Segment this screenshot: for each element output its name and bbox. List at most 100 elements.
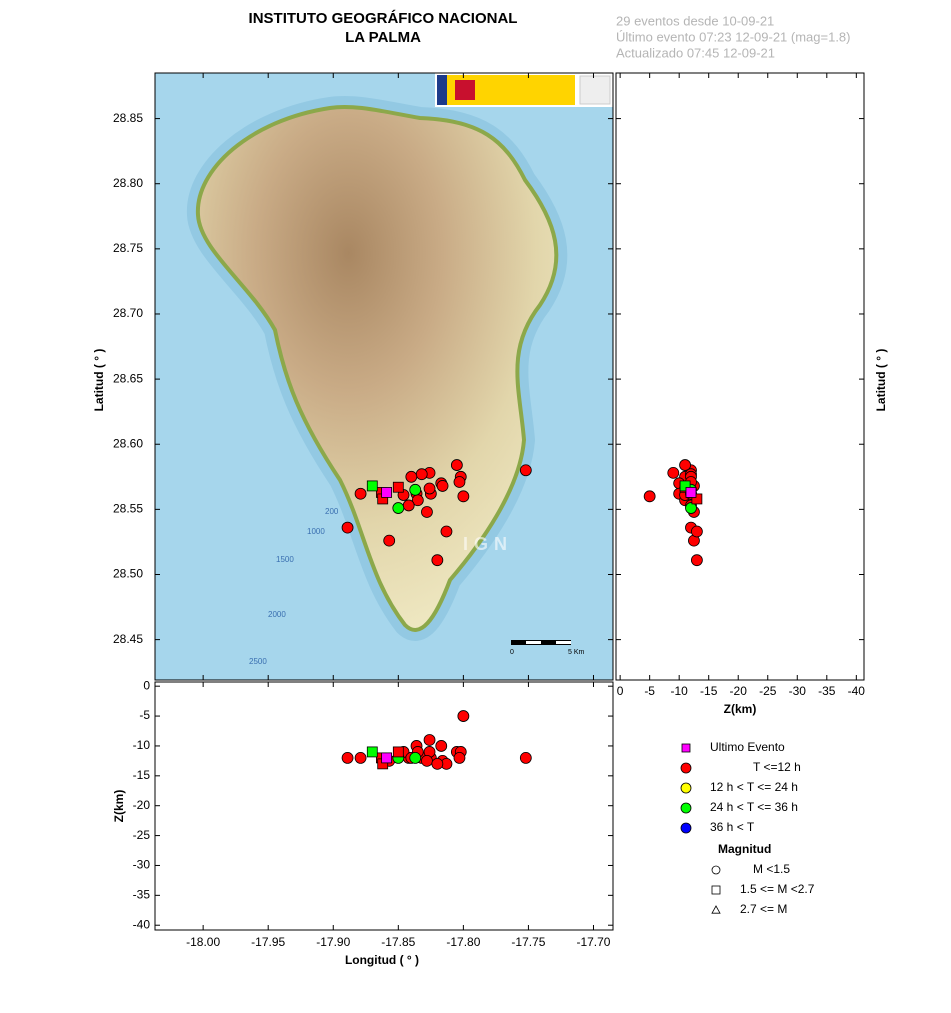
- z-axis-label: Z(km): [112, 790, 126, 823]
- contour-label: 200: [325, 507, 339, 516]
- event-map: [440, 525, 453, 538]
- event-lon-depth: [453, 751, 466, 764]
- event-map: [431, 554, 444, 567]
- z-tick-label: -15: [700, 684, 718, 698]
- event-depth-lat: [643, 490, 656, 503]
- event-depth-lat: [679, 459, 691, 471]
- map-frame: [154, 72, 614, 681]
- x-tick-label: -17.80: [446, 935, 480, 949]
- z-tick-label: -15: [133, 768, 151, 782]
- legend-label: 12 h < T <= 24 h: [710, 780, 798, 794]
- event-lon-depth: [381, 752, 393, 764]
- depth-lat-frame: [615, 72, 865, 681]
- event-depth-lat: [690, 525, 703, 538]
- event-map: [383, 534, 396, 547]
- z-tick-label: -5: [644, 684, 655, 698]
- event-map: [392, 502, 405, 514]
- y-tick-label: 28.80: [113, 176, 143, 190]
- event-map: [519, 464, 532, 477]
- event-depth-lat: [685, 487, 697, 498]
- x-tick-label: -17.70: [576, 935, 610, 949]
- event-map: [457, 490, 470, 503]
- z-tick-label: -30: [789, 684, 807, 698]
- info-line: 29 eventos desde 10-09-21: [616, 13, 774, 28]
- event-lon-depth: [421, 754, 433, 767]
- x-tick-label: -17.90: [316, 935, 350, 949]
- z-tick-label: -10: [133, 738, 151, 752]
- z-tick-label: -40: [848, 684, 866, 698]
- event-map: [402, 499, 415, 512]
- event-lon-depth: [423, 734, 436, 746]
- z-tick-label: -40: [133, 917, 151, 931]
- y-tick-label: 28.70: [113, 306, 143, 320]
- z-tick-label: 0: [617, 684, 624, 698]
- event-map: [421, 506, 433, 518]
- y-tick-label: 28.50: [113, 567, 143, 581]
- event-map: [366, 480, 378, 492]
- event-depth-lat: [685, 502, 697, 514]
- map-background: [155, 73, 613, 680]
- x-tick-label: -17.75: [511, 935, 545, 949]
- event-map: [392, 481, 404, 493]
- legend-label: Ultimo Evento: [710, 740, 785, 754]
- event-lon-depth: [341, 751, 354, 764]
- event-map: [453, 476, 466, 488]
- legend-label: 36 h < T: [710, 820, 755, 834]
- z-tick-label: 0: [143, 678, 150, 692]
- legend-shape: [711, 865, 721, 875]
- z-tick-label: -10: [671, 684, 689, 698]
- scale-label: 5 Km: [568, 649, 585, 656]
- event-map: [354, 487, 367, 500]
- event-lon-depth: [366, 746, 378, 758]
- legend-shape: [711, 885, 721, 895]
- contour-label: 2500: [249, 657, 267, 666]
- event-map: [381, 487, 393, 498]
- y-tick-label: 28.60: [113, 436, 143, 450]
- x-tick-label: -17.85: [381, 935, 415, 949]
- scale-label: 0: [510, 649, 514, 656]
- z-tick-label: -35: [133, 888, 151, 902]
- legend-label: 2.7 <= M: [740, 902, 787, 916]
- event-depth-lat: [679, 480, 691, 492]
- event-map: [409, 483, 422, 496]
- legend-label: T <=12 h: [753, 760, 801, 774]
- event-map: [423, 482, 436, 495]
- info-line: Último evento 07:23 12-09-21 (mag=1.8): [616, 29, 851, 44]
- x-tick-label: -17.95: [251, 935, 285, 949]
- legend-label: 24 h < T <= 36 h: [710, 800, 798, 814]
- event-map: [415, 468, 428, 481]
- legend-marker: [680, 782, 692, 794]
- z-axis-label: Z(km): [724, 702, 757, 716]
- legend-marker: [680, 802, 692, 814]
- y-axis-label: Latitud ( ° ): [92, 349, 106, 412]
- event-map: [405, 470, 418, 483]
- event-depth-lat: [691, 493, 703, 505]
- event-lon-depth: [435, 740, 448, 752]
- z-tick-label: -35: [818, 684, 836, 698]
- info-line: Actualizado 07:45 12-09-21: [616, 45, 775, 60]
- legend-marker: [680, 822, 692, 834]
- y-tick-label: 28.55: [113, 502, 143, 516]
- legend-title: Magnitud: [718, 842, 771, 856]
- event-lon-depth: [392, 746, 404, 758]
- z-tick-label: -20: [133, 798, 151, 812]
- event-lon-depth: [431, 757, 444, 770]
- lon-depth-frame: [154, 681, 614, 931]
- y-axis-label: Latitud ( ° ): [874, 349, 888, 412]
- contour-label: 2000: [268, 610, 286, 619]
- x-axis-label: Longitud ( ° ): [345, 953, 419, 967]
- z-tick-label: -20: [730, 684, 748, 698]
- z-tick-label: -5: [139, 708, 150, 722]
- event-lon-depth: [457, 710, 470, 722]
- event-lon-depth: [519, 751, 532, 764]
- y-tick-label: 28.75: [113, 241, 143, 255]
- legend-marker: [680, 762, 692, 774]
- y-tick-label: 28.85: [113, 111, 143, 125]
- event-map: [341, 521, 354, 534]
- y-tick-label: 28.45: [113, 632, 143, 646]
- z-tick-label: -25: [133, 828, 151, 842]
- event-lon-depth: [354, 751, 367, 764]
- x-tick-label: -18.00: [186, 935, 220, 949]
- y-tick-label: 28.65: [113, 371, 143, 385]
